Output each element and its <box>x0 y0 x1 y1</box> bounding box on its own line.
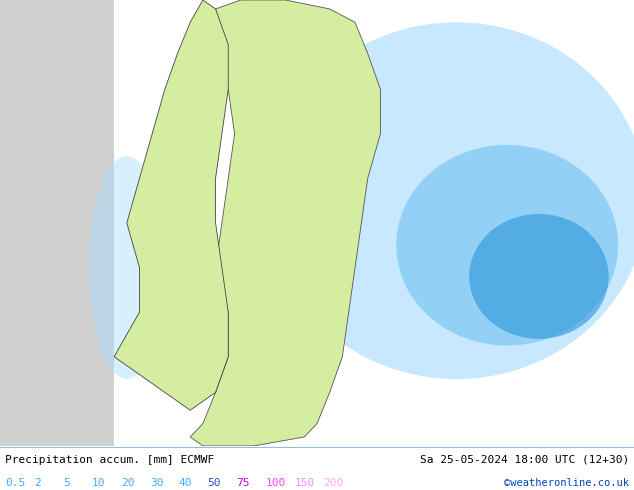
Bar <box>0 0 114 446</box>
Text: 2: 2 <box>34 478 41 488</box>
Text: 30: 30 <box>150 478 163 488</box>
Text: 40: 40 <box>179 478 192 488</box>
Ellipse shape <box>469 214 609 339</box>
Text: 75: 75 <box>236 478 250 488</box>
Text: 20: 20 <box>121 478 134 488</box>
Text: 0.5: 0.5 <box>5 478 25 488</box>
Text: ©weatheronline.co.uk: ©weatheronline.co.uk <box>504 478 629 488</box>
Ellipse shape <box>266 22 634 379</box>
Ellipse shape <box>89 156 165 379</box>
Text: 200: 200 <box>323 478 344 488</box>
Text: Precipitation accum. [mm] ECMWF: Precipitation accum. [mm] ECMWF <box>5 455 214 465</box>
Polygon shape <box>114 0 228 410</box>
Text: 150: 150 <box>294 478 314 488</box>
Text: 10: 10 <box>92 478 105 488</box>
Polygon shape <box>190 0 380 446</box>
Text: 100: 100 <box>266 478 286 488</box>
Ellipse shape <box>396 145 618 345</box>
Text: 5: 5 <box>63 478 70 488</box>
Text: Sa 25-05-2024 18:00 UTC (12+30): Sa 25-05-2024 18:00 UTC (12+30) <box>420 455 629 465</box>
Text: 50: 50 <box>207 478 221 488</box>
